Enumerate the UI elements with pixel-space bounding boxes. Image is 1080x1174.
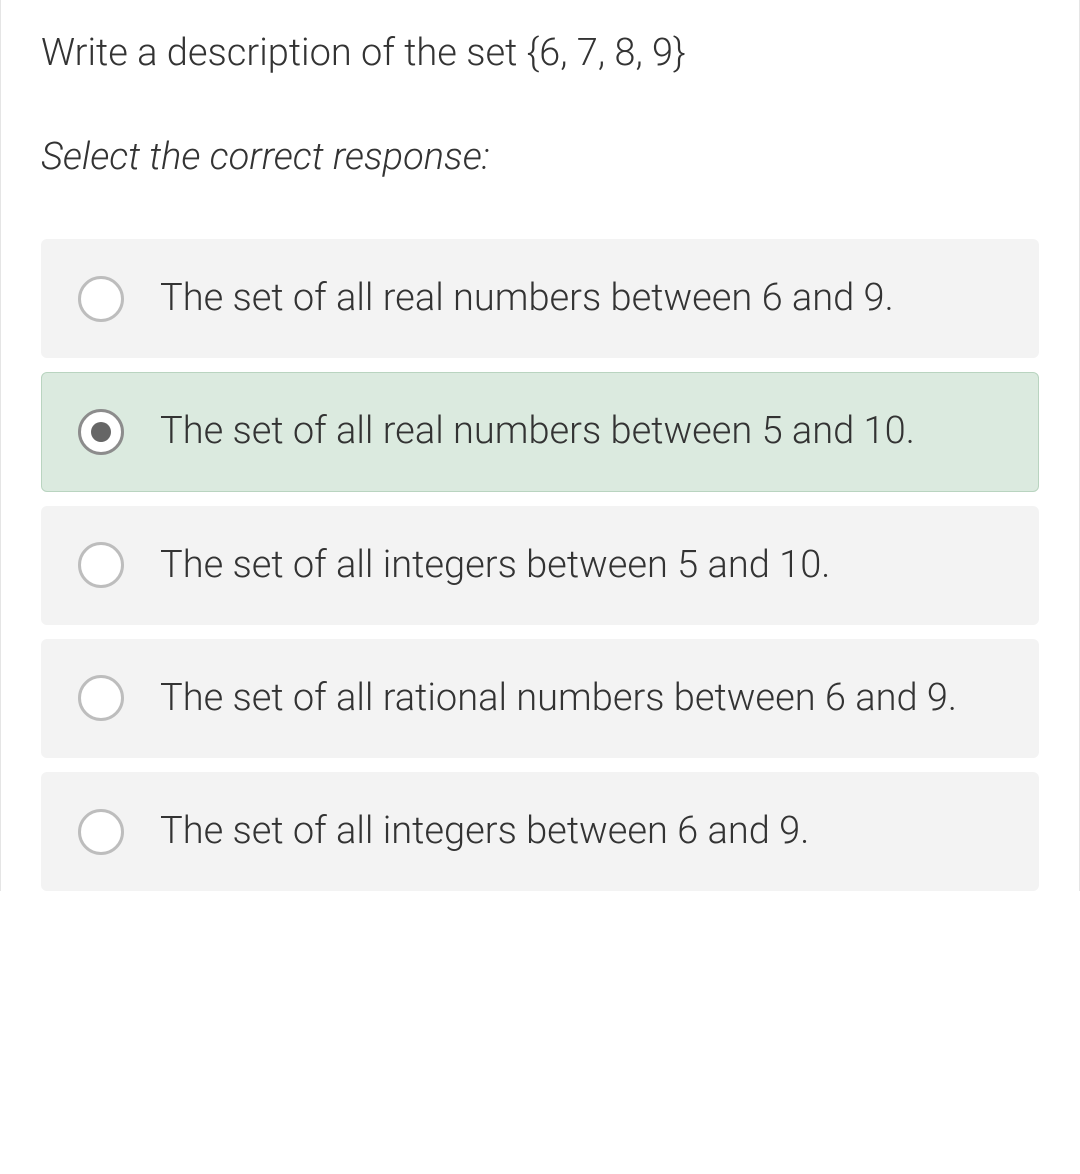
- question-prompt: Write a description of the set {6, 7, 8,…: [41, 28, 1039, 79]
- option-label: The set of all integers between 5 and 10…: [160, 539, 830, 592]
- option-4[interactable]: The set of all integers between 6 and 9.: [41, 772, 1039, 891]
- option-label: The set of all rational numbers between …: [160, 672, 957, 725]
- option-1[interactable]: The set of all real numbers between 5 an…: [41, 372, 1039, 491]
- question-instruction: Select the correct response:: [41, 135, 1039, 179]
- option-list: The set of all real numbers between 6 an…: [41, 239, 1039, 891]
- radio-icon: [78, 409, 124, 455]
- radio-icon: [78, 542, 124, 588]
- radio-icon: [78, 276, 124, 322]
- option-label: The set of all real numbers between 6 an…: [160, 272, 894, 325]
- option-2[interactable]: The set of all integers between 5 and 10…: [41, 506, 1039, 625]
- option-label: The set of all integers between 6 and 9.: [160, 805, 809, 858]
- option-3[interactable]: The set of all rational numbers between …: [41, 639, 1039, 758]
- option-label: The set of all real numbers between 5 an…: [160, 405, 915, 458]
- question-card: Write a description of the set {6, 7, 8,…: [0, 0, 1080, 891]
- radio-icon: [78, 809, 124, 855]
- radio-icon: [78, 675, 124, 721]
- radio-dot-icon: [91, 422, 111, 442]
- option-0[interactable]: The set of all real numbers between 6 an…: [41, 239, 1039, 358]
